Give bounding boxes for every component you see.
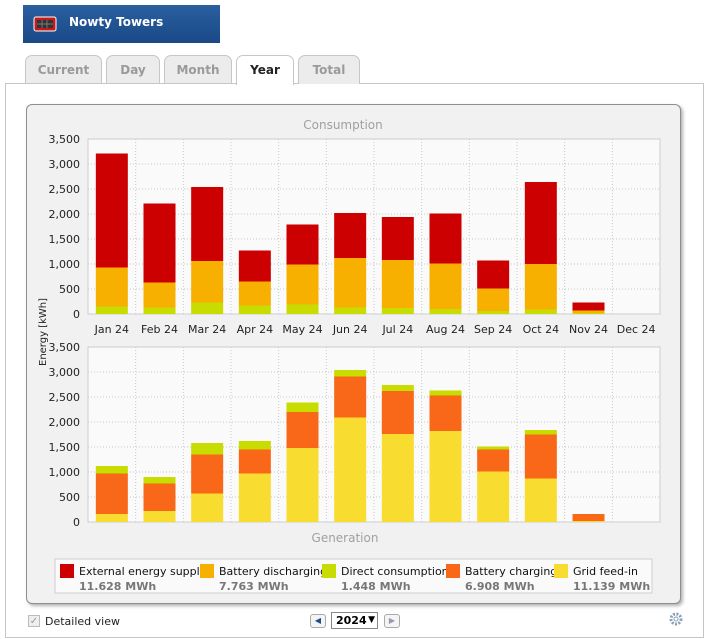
previous-year-button[interactable]: ◀ [310, 614, 326, 628]
chevron-down-icon: ▼ [368, 615, 375, 625]
app-header: Nowty Towers [23, 5, 220, 43]
year-select[interactable]: 2024 ▼ [331, 612, 378, 629]
tab-current[interactable]: Current [25, 55, 102, 84]
next-year-button[interactable]: ▶ [384, 614, 400, 628]
tab-day[interactable]: Day [106, 55, 160, 84]
tab-month[interactable]: Month [164, 55, 232, 84]
gear-icon[interactable] [668, 611, 684, 627]
chart-panel [26, 104, 681, 604]
tab-year[interactable]: Year [236, 55, 294, 85]
detailed-view-checkbox[interactable]: ✓ [28, 615, 40, 627]
solar-panel-logo-icon [33, 16, 57, 32]
plant-name: Nowty Towers [69, 15, 164, 29]
tab-total[interactable]: Total [298, 55, 360, 84]
detailed-view-label: Detailed view [45, 615, 120, 628]
year-select-value: 2024 [336, 614, 367, 627]
